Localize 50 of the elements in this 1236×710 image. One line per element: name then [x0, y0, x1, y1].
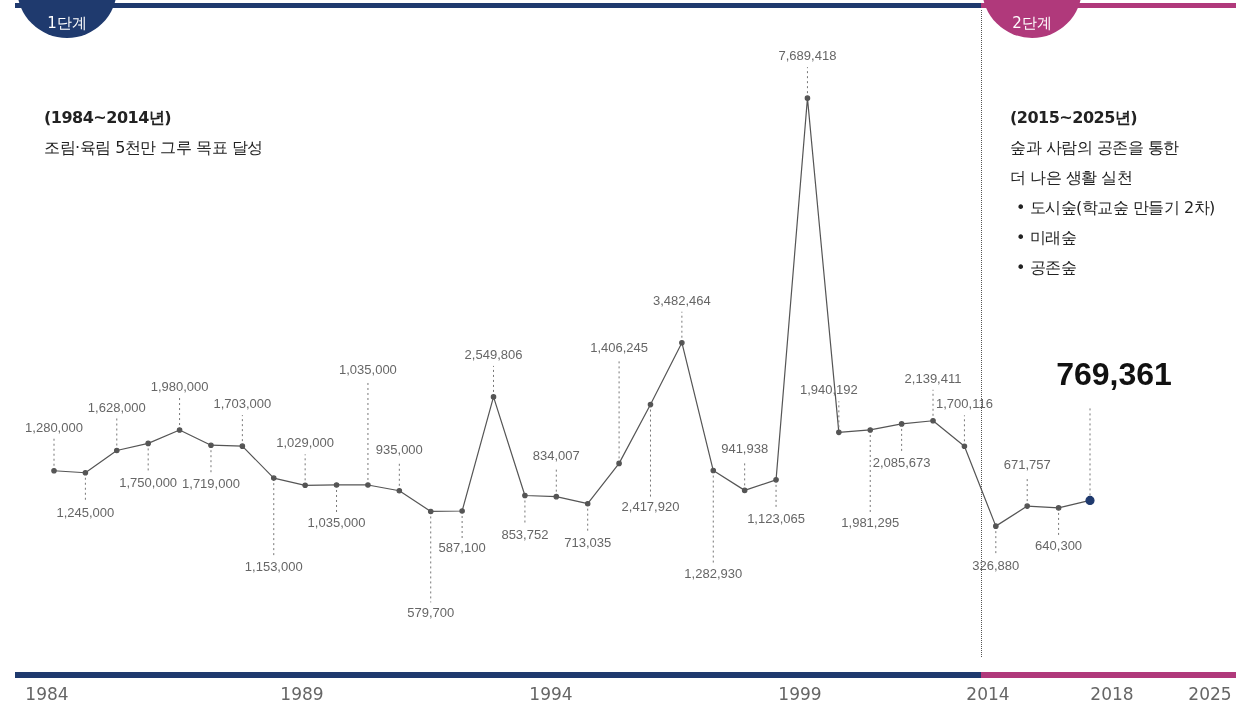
data-label: 671,757: [1003, 457, 1051, 473]
text: 1984: [25, 684, 69, 704]
data-label: 2,085,673: [872, 454, 931, 470]
text: 2018: [1090, 684, 1134, 704]
data-label: 579,700: [407, 604, 455, 620]
data-label: 853,752: [501, 526, 549, 542]
data-label: 941,938: [721, 441, 769, 457]
annotation: 조림·육림 5천만 그루 목표 달성: [44, 137, 263, 159]
data-label: 587,100: [438, 540, 486, 556]
data-label: 3,482,464: [652, 292, 711, 308]
data-label: 1,719,000: [182, 476, 240, 492]
data-label: 1,406,245: [590, 340, 649, 356]
text: 1994: [529, 684, 573, 704]
data-label: 769,361: [1056, 356, 1172, 393]
annotation: • 공존숲: [1015, 257, 1078, 279]
data-label: 1,750,000: [119, 475, 178, 491]
data-label: 1,029,000: [276, 435, 335, 451]
data-label: 1,123,065: [747, 510, 805, 526]
data-label: 935,000: [375, 441, 423, 457]
data-label: 1,700,116: [935, 396, 993, 412]
annotation: 숲과 사람의 공존을 통한: [1010, 137, 1180, 159]
text: 2025: [1188, 684, 1232, 704]
annotation: (1984~2014년): [44, 107, 173, 129]
text: 1989: [280, 684, 324, 704]
data-label: 7,689,418: [778, 48, 837, 64]
data-label: 2,139,411: [904, 370, 962, 386]
annotation: • 도시숲(학교숲 만들기 2차): [1015, 197, 1215, 219]
data-label: 1,035,000: [339, 362, 397, 378]
data-label: 1,280,000: [25, 419, 83, 435]
stage-banner: 1단계: [0, 0, 981, 40]
data-label: 1,703,000: [213, 396, 272, 412]
annotation: (2015~2025년): [1010, 107, 1139, 129]
data-label: 1,245,000: [56, 504, 115, 520]
data-label: 1,282,930: [684, 565, 743, 581]
data-label: 1,035,000: [307, 515, 366, 531]
data-label: 2,417,920: [621, 498, 680, 514]
data-label: 2,549,806: [464, 347, 523, 362]
data-label: 640,300: [1035, 537, 1083, 553]
text: 1999: [778, 684, 822, 704]
annotation: • 미래숲: [1015, 227, 1078, 249]
data-label: 326,880: [972, 558, 1020, 574]
data-label: 834,007: [532, 447, 580, 463]
data-label: 1,153,000: [244, 559, 303, 575]
text: 2014: [966, 684, 1010, 704]
data-label: 1,980,000: [150, 379, 209, 395]
annotation: 더 나은 생활 실천: [1010, 167, 1134, 189]
data-label: 1,981,295: [841, 515, 900, 531]
data-label: 713,035: [564, 534, 612, 550]
data-label: 1,628,000: [87, 399, 146, 415]
stage-banner: 2단계: [981, 0, 1236, 40]
